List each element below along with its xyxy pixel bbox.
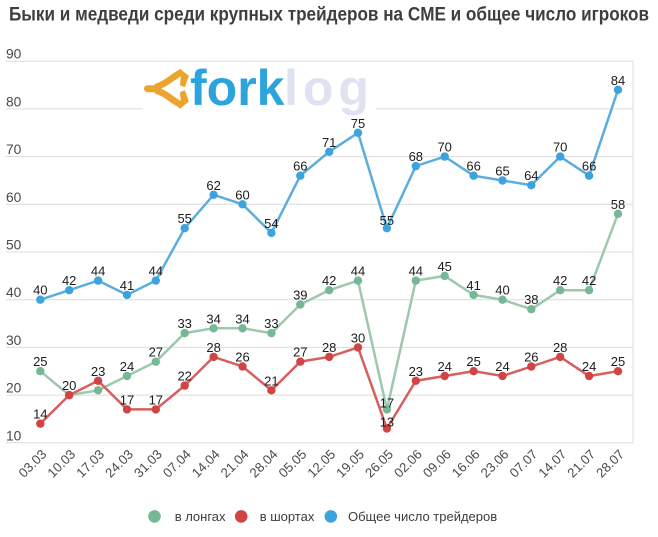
svg-text:24: 24	[120, 359, 134, 374]
svg-text:42: 42	[322, 273, 336, 288]
svg-text:28: 28	[553, 340, 567, 355]
svg-text:log: log	[284, 60, 374, 116]
svg-text:66: 66	[582, 159, 596, 174]
svg-text:34: 34	[206, 311, 220, 326]
svg-text:14: 14	[33, 407, 47, 422]
svg-text:66: 66	[293, 159, 307, 174]
svg-text:70: 70	[553, 140, 567, 155]
svg-text:40: 40	[33, 283, 47, 298]
svg-text:41: 41	[466, 278, 480, 293]
svg-text:Общее число трейдеров: Общее число трейдеров	[348, 509, 497, 524]
svg-text:22: 22	[177, 369, 191, 384]
svg-text:60: 60	[235, 187, 249, 202]
svg-text:28: 28	[206, 340, 220, 355]
svg-text:40: 40	[6, 285, 22, 300]
svg-text:21: 21	[264, 373, 278, 388]
svg-text:55: 55	[177, 211, 191, 226]
svg-text:25: 25	[611, 354, 625, 369]
svg-text:42: 42	[553, 273, 567, 288]
svg-text:64: 64	[524, 168, 538, 183]
svg-text:20: 20	[62, 378, 76, 393]
svg-text:44: 44	[351, 264, 365, 279]
svg-text:fork: fork	[190, 60, 285, 116]
svg-text:28: 28	[322, 340, 336, 355]
svg-text:42: 42	[582, 273, 596, 288]
svg-text:84: 84	[611, 73, 625, 88]
svg-text:Быки и медведи среди крупных т: Быки и медведи среди крупных трейдеров н…	[9, 5, 649, 26]
svg-text:23: 23	[91, 364, 105, 379]
svg-text:25: 25	[466, 354, 480, 369]
svg-text:в лонгах: в лонгах	[175, 509, 226, 524]
svg-text:44: 44	[409, 264, 423, 279]
svg-text:41: 41	[120, 278, 134, 293]
svg-text:44: 44	[149, 264, 163, 279]
svg-text:27: 27	[149, 345, 163, 360]
svg-text:80: 80	[6, 94, 22, 109]
svg-text:71: 71	[322, 135, 336, 150]
svg-text:30: 30	[6, 333, 22, 348]
svg-text:60: 60	[6, 190, 22, 205]
svg-text:70: 70	[437, 140, 451, 155]
svg-text:27: 27	[293, 345, 307, 360]
svg-text:26: 26	[524, 350, 538, 365]
svg-text:70: 70	[6, 142, 22, 157]
svg-text:65: 65	[495, 164, 509, 179]
svg-text:24: 24	[495, 359, 509, 374]
svg-text:55: 55	[380, 213, 394, 228]
svg-text:24: 24	[437, 359, 451, 374]
svg-text:23: 23	[409, 364, 423, 379]
svg-text:17: 17	[149, 392, 163, 407]
svg-text:10: 10	[6, 428, 22, 443]
svg-text:в шортах: в шортах	[260, 509, 315, 524]
svg-text:26: 26	[235, 350, 249, 365]
svg-text:45: 45	[437, 259, 451, 274]
svg-text:25: 25	[33, 354, 47, 369]
svg-text:34: 34	[235, 311, 249, 326]
svg-text:13: 13	[380, 415, 394, 430]
svg-text:33: 33	[264, 316, 278, 331]
svg-text:50: 50	[6, 238, 22, 253]
svg-text:38: 38	[524, 292, 538, 307]
svg-text:90: 90	[6, 47, 22, 62]
svg-text:17: 17	[120, 392, 134, 407]
svg-text:30: 30	[351, 330, 365, 345]
svg-text:17: 17	[380, 395, 394, 410]
svg-text:44: 44	[91, 264, 105, 279]
svg-text:58: 58	[611, 197, 625, 212]
svg-text:66: 66	[466, 159, 480, 174]
svg-text:20: 20	[6, 381, 22, 396]
svg-text:40: 40	[495, 283, 509, 298]
svg-text:68: 68	[409, 149, 423, 164]
svg-text:39: 39	[293, 288, 307, 303]
svg-text:24: 24	[582, 359, 596, 374]
svg-text:62: 62	[206, 178, 220, 193]
svg-text:75: 75	[351, 116, 365, 131]
svg-text:42: 42	[62, 273, 76, 288]
svg-text:54: 54	[264, 216, 278, 231]
svg-text:33: 33	[177, 316, 191, 331]
